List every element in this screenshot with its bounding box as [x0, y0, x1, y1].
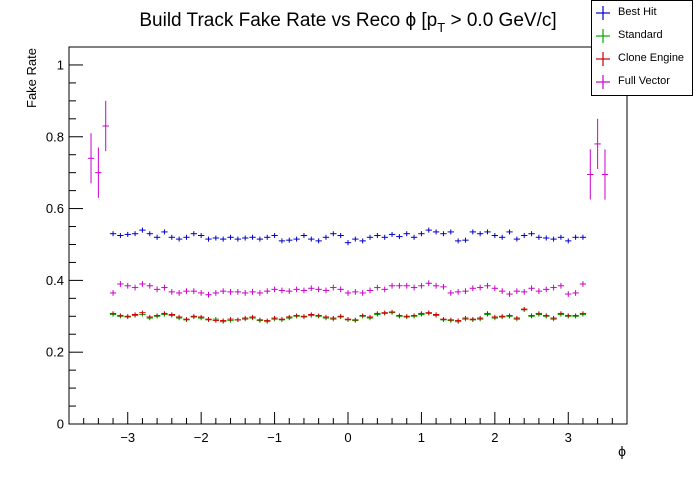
- y-tick-label: 0: [57, 417, 64, 432]
- chart-title-main: Build Track Fake Rate vs Reco ϕ [p: [139, 10, 437, 31]
- x-tick-label: 2: [491, 430, 498, 445]
- series-full-vector: [87, 100, 609, 298]
- y-tick-label: 0.8: [46, 129, 64, 144]
- legend-label-full-vector: Full Vector: [618, 75, 670, 87]
- plot-frame: [68, 46, 628, 425]
- y-tick-label: 1: [57, 57, 64, 72]
- legend-marker-standard: [596, 29, 610, 43]
- legend-item-standard: Standard: [592, 25, 692, 48]
- x-tick-label: −1: [267, 430, 282, 445]
- legend-marker-clone-engine: [596, 52, 610, 66]
- x-tick-label: −2: [194, 430, 209, 445]
- series-layer: [87, 100, 609, 324]
- legend-item-full-vector: Full Vector: [592, 71, 692, 94]
- legend-label-standard: Standard: [618, 29, 663, 41]
- x-axis-label: ϕ: [618, 443, 626, 459]
- y-tick-label: 0.2: [46, 345, 64, 360]
- y-tick-label: 0.6: [46, 201, 64, 216]
- y-tick-label: 0.4: [46, 273, 64, 288]
- legend-marker-full-vector: [596, 75, 610, 89]
- chart-title: Build Track Fake Rate vs Reco ϕ [pT > 0.…: [139, 10, 556, 35]
- y-axis-label: Fake Rate: [24, 48, 39, 108]
- x-tick-label: 3: [565, 430, 572, 445]
- legend-marker-best-hit: [596, 6, 610, 20]
- x-tick-label: 1: [418, 430, 425, 445]
- x-tick-label: −3: [120, 430, 135, 445]
- chart-title-subscript: T: [437, 20, 445, 35]
- x-axis: −3 −2 −1 0 1 2 3: [68, 412, 628, 445]
- legend-item-best-hit: Best Hit: [592, 2, 692, 25]
- legend-label-best-hit: Best Hit: [618, 6, 657, 18]
- y-axis: 0 0.2 0.4 0.6 0.8 1: [46, 46, 83, 432]
- legend-item-clone-engine: Clone Engine: [592, 48, 692, 71]
- legend: Best Hit Standard Clone Engine Full Vect…: [591, 0, 693, 96]
- series-clone-engine: [109, 306, 587, 323]
- x-tick-label: 0: [344, 430, 351, 445]
- chart-title-tail: > 0.0 GeV/c]: [445, 10, 556, 31]
- series-standard: [109, 307, 587, 324]
- legend-label-clone-engine: Clone Engine: [618, 52, 685, 64]
- series-best-hit: [109, 227, 587, 246]
